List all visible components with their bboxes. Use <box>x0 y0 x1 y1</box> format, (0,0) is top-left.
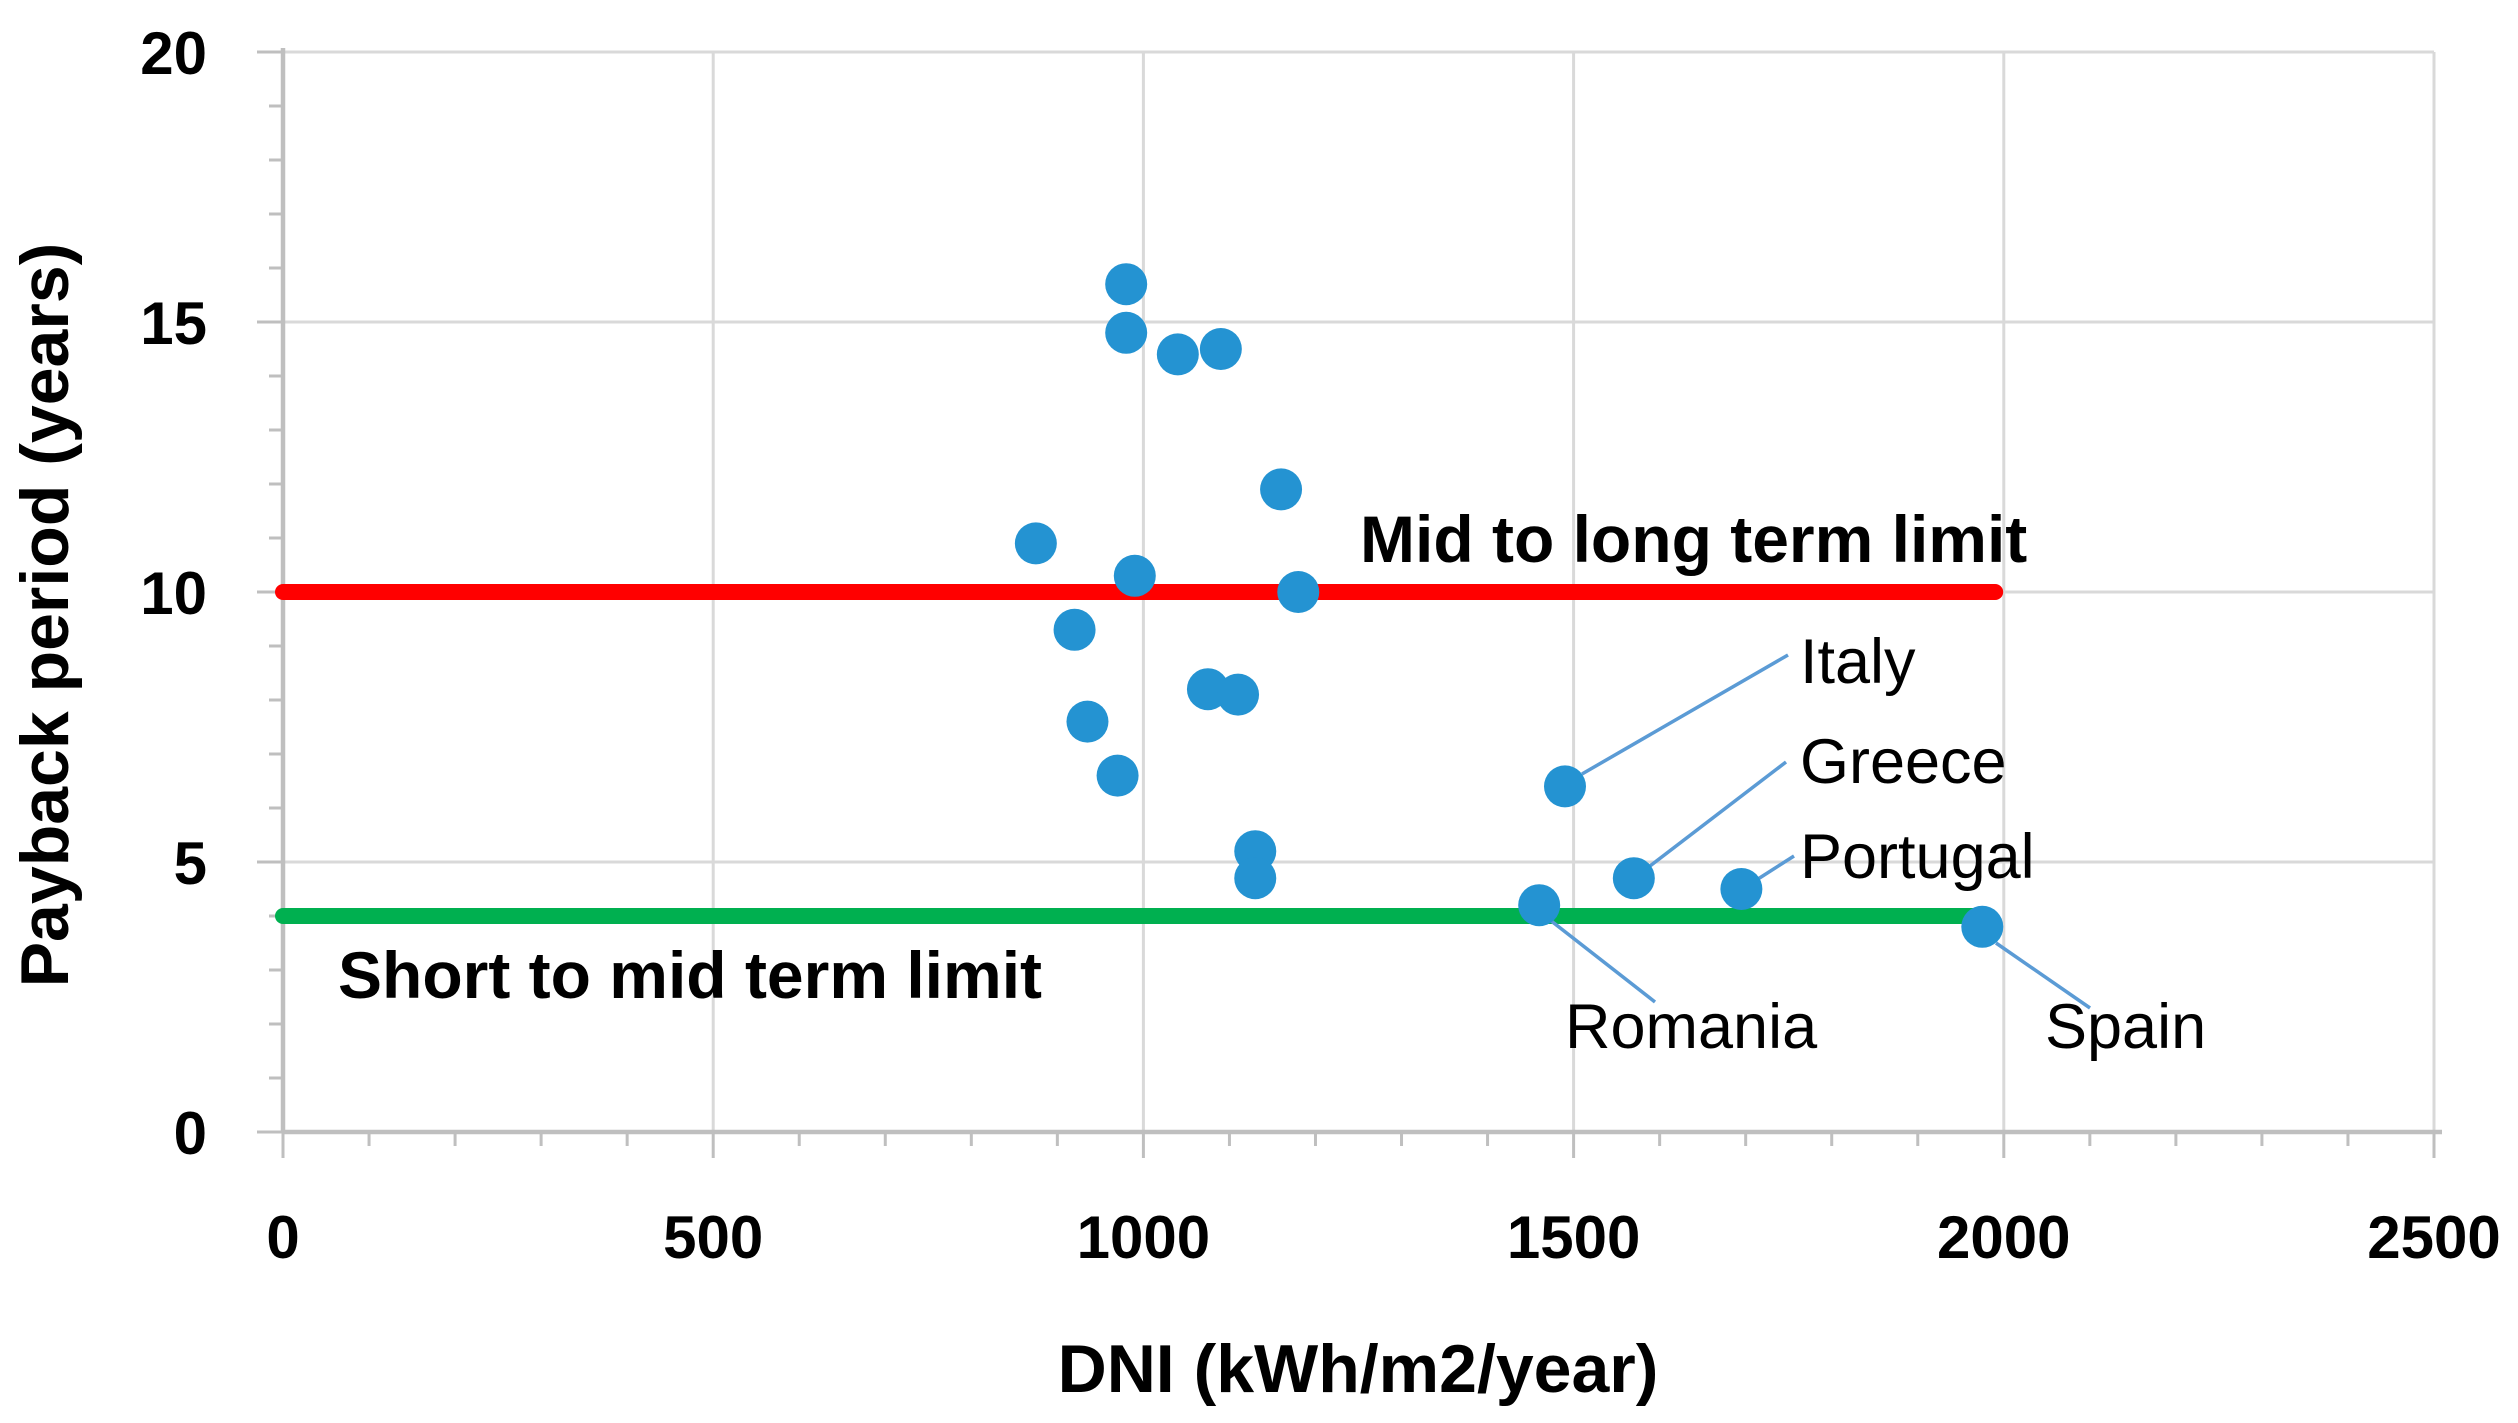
data-point <box>1066 700 1109 743</box>
x-tick-label-1000: 1000 <box>1077 1204 1210 1271</box>
annotation-leader-lines <box>1548 653 2091 1010</box>
country-label-greece: Greece <box>1800 727 2007 797</box>
data-point <box>1260 468 1303 511</box>
leader-line-portugal <box>1757 854 1795 881</box>
x-tick-label-2500: 2500 <box>2367 1204 2500 1271</box>
country-labels: Italy Greece Portugal Romania Spain <box>1565 627 2206 1062</box>
axis-tick-labels: 0 500 1000 1500 2000 2500 0 5 10 15 20 <box>140 20 2500 1271</box>
x-tick-label-500: 500 <box>663 1204 763 1271</box>
x-tick-label-0: 0 <box>266 1204 299 1271</box>
data-point-greece <box>1612 857 1655 900</box>
data-point <box>1199 328 1242 370</box>
country-label-italy: Italy <box>1800 627 1916 697</box>
data-point <box>1105 311 1148 354</box>
data-point <box>1277 571 1320 613</box>
data-point-spain <box>1961 905 2004 948</box>
leader-line-romania <box>1548 918 1657 1004</box>
data-point-portugal <box>1720 868 1763 910</box>
x-axis-title: DNI (kWh/m2/year) <box>1058 1331 1659 1407</box>
y-tick-label-0: 0 <box>174 1100 207 1167</box>
data-point <box>1217 673 1260 716</box>
data-point <box>1113 554 1156 597</box>
data-point <box>1096 754 1139 797</box>
ref-line-label-short-to-mid: Short to mid term limit <box>338 938 1042 1012</box>
country-label-portugal: Portugal <box>1800 822 2035 892</box>
y-axis-title: Payback period (years) <box>7 243 83 988</box>
y-tick-label-15: 15 <box>140 290 207 357</box>
data-point <box>1105 263 1148 306</box>
data-point <box>1014 522 1057 565</box>
ref-line-label-mid-to-long: Mid to long term limit <box>1360 502 2027 576</box>
x-tick-label-1500: 1500 <box>1507 1204 1640 1271</box>
leader-line-greece <box>1648 760 1788 868</box>
leader-line-spain <box>1995 941 2091 1010</box>
data-point <box>1053 608 1096 651</box>
data-point-italy <box>1543 765 1586 808</box>
data-point <box>1156 333 1199 376</box>
country-label-romania: Romania <box>1565 992 1818 1062</box>
x-tick-label-2000: 2000 <box>1937 1204 2070 1271</box>
y-tick-label-10: 10 <box>140 560 207 627</box>
data-point <box>1234 857 1277 900</box>
scatter-points <box>1014 263 2004 948</box>
country-label-spain: Spain <box>2045 992 2206 1062</box>
reference-lines <box>275 584 2004 924</box>
leader-line-italy <box>1581 653 1789 776</box>
data-point-romania <box>1518 884 1561 927</box>
y-tick-label-5: 5 <box>174 830 207 897</box>
y-tick-label-20: 20 <box>140 20 207 87</box>
axis-ticks <box>257 50 2436 1158</box>
